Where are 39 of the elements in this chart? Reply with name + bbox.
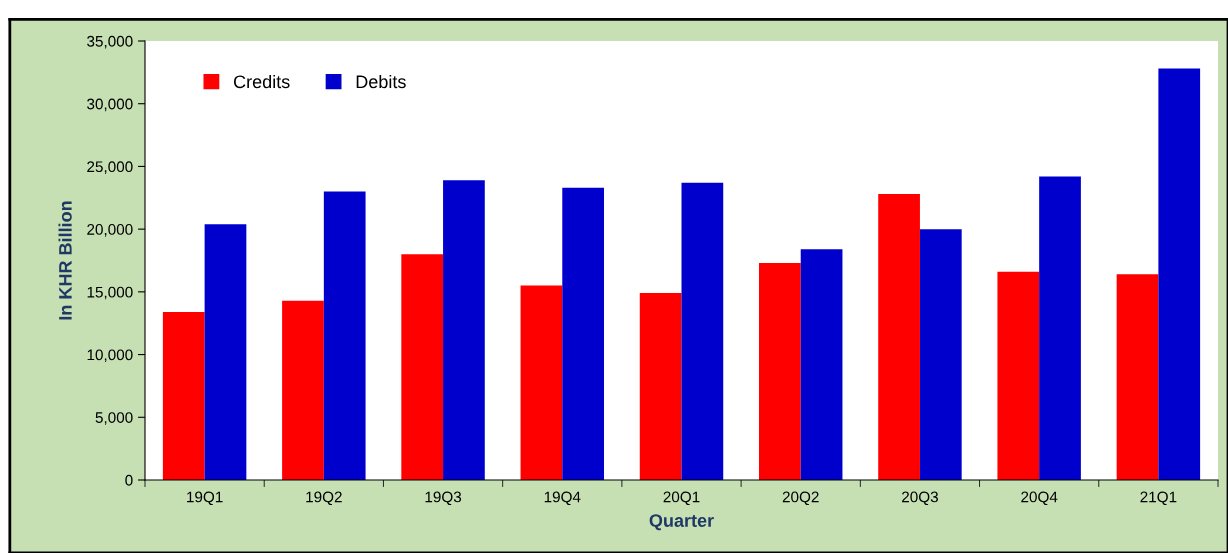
bar xyxy=(443,180,485,480)
y-tick-label: 25,000 xyxy=(87,161,133,174)
y-tick-label: 0 xyxy=(125,474,133,486)
bar xyxy=(401,254,444,480)
x-tick-label: 19Q2 xyxy=(306,491,342,506)
bar xyxy=(323,191,366,480)
x-tick-label: 20Q3 xyxy=(902,491,938,506)
x-axis-title: Quarter xyxy=(649,514,714,531)
bar xyxy=(282,300,324,480)
y-tick-label: 30,000 xyxy=(87,98,133,112)
y-tick-label: 15,000 xyxy=(87,286,133,300)
bar xyxy=(204,224,247,480)
x-tick-label: 20Q2 xyxy=(782,491,819,506)
bar xyxy=(162,311,205,480)
bar xyxy=(919,229,962,480)
bar xyxy=(520,285,563,480)
x-tick-label: 20Q4 xyxy=(1021,491,1058,506)
bar xyxy=(800,249,843,480)
bar xyxy=(562,187,605,480)
legend-label: Debits xyxy=(356,74,406,89)
bar xyxy=(1039,176,1081,480)
bar xyxy=(639,293,682,480)
bar xyxy=(758,263,801,480)
x-tick-label: 19Q3 xyxy=(425,491,462,506)
y-tick-label: 35,000 xyxy=(87,35,133,49)
x-tick-label: 21Q1 xyxy=(1140,491,1177,506)
bar xyxy=(681,182,724,480)
bar xyxy=(1158,68,1201,480)
bar xyxy=(1116,274,1159,480)
bar xyxy=(997,271,1040,480)
y-tick-label: 20,000 xyxy=(87,224,133,237)
legend-label: Credits xyxy=(233,74,290,89)
x-tick-label: 20Q1 xyxy=(663,491,700,506)
y-axis-title: In KHR Billion xyxy=(58,201,72,320)
x-tick-label: 19Q4 xyxy=(544,491,581,506)
x-tick-label: 19Q1 xyxy=(187,491,223,506)
bar xyxy=(878,194,920,480)
y-tick-label: 10,000 xyxy=(87,349,133,363)
y-tick-label: 5,000 xyxy=(95,412,133,425)
